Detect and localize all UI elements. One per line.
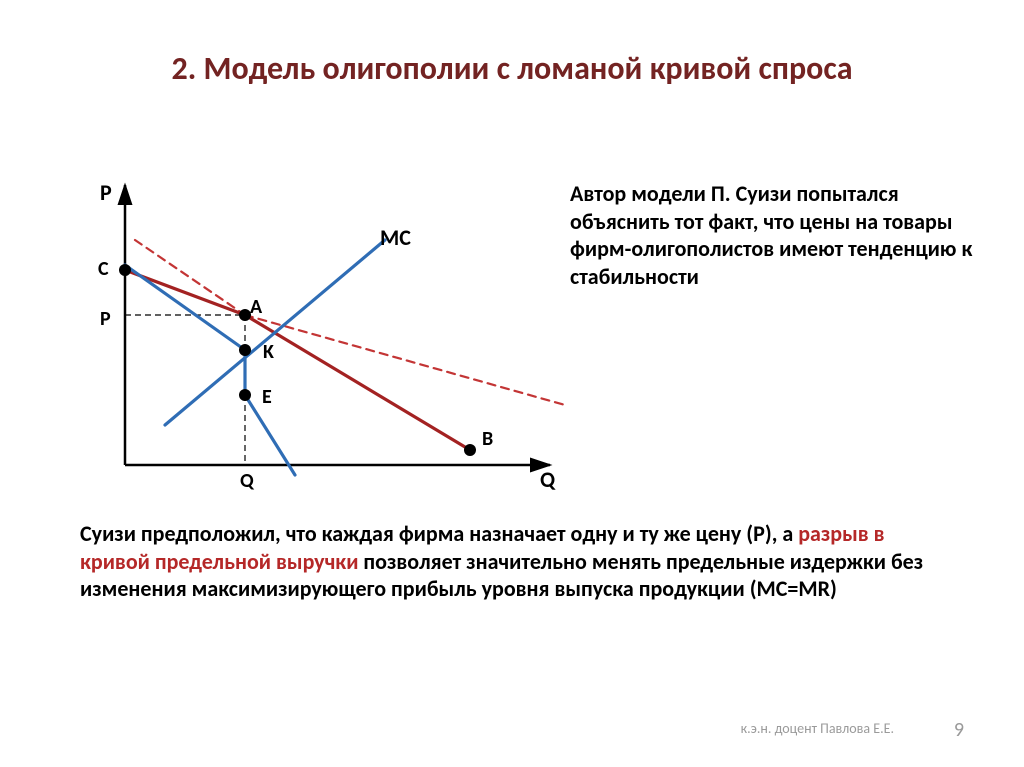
kinked-demand-chart: P Q MC A C KE B P Q [70, 175, 570, 495]
svg-text:MC: MC [380, 224, 411, 251]
slide-title-text: 2. Модель олигополии с ломаной кривой сп… [171, 49, 852, 88]
svg-text:K: K [263, 340, 274, 364]
svg-text:E: E [262, 385, 272, 409]
side-explanation-text: Автор модели П. Суизи попытался объяснит… [570, 180, 972, 290]
footer-author: к.э.н. доцент Павлова Е.Е. [741, 720, 894, 737]
slide-title: 2. Модель олигополии с ломаной кривой сп… [0, 50, 1024, 88]
svg-text:C: C [98, 257, 109, 281]
body-prefix: Суизи предположил, что каждая фирма назн… [80, 520, 798, 547]
body-paragraph: Суизи предположил, что каждая фирма назн… [80, 520, 950, 603]
footer-page-number: 9 [954, 718, 964, 742]
svg-text:Q: Q [540, 466, 556, 493]
svg-text:A: A [250, 295, 263, 319]
svg-text:B: B [482, 427, 493, 451]
svg-text:P: P [100, 307, 111, 331]
side-explanation: Автор модели П. Суизи попытался объяснит… [570, 180, 990, 290]
svg-text:Q: Q [240, 469, 255, 493]
svg-text:P: P [100, 179, 112, 206]
